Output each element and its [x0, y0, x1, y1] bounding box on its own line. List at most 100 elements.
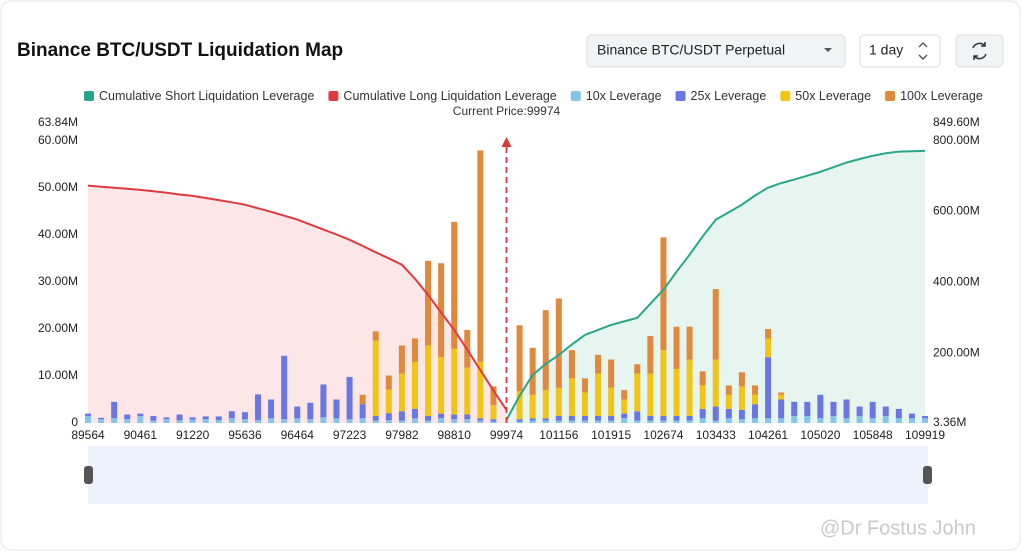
x-tick-label: 102674 [643, 428, 683, 442]
bar [699, 418, 706, 423]
bar [320, 384, 327, 418]
bar [595, 354, 602, 374]
bar [712, 406, 719, 421]
bar [830, 415, 837, 423]
bar [765, 418, 772, 423]
bar [686, 415, 693, 421]
bar [411, 418, 418, 423]
x-tick-label: 97982 [385, 428, 419, 442]
x-tick-label: 95636 [228, 428, 262, 442]
bar [778, 394, 785, 400]
bar [451, 419, 458, 423]
x-tick-label: 104261 [748, 428, 788, 442]
bar [268, 418, 275, 423]
x-tick-label: 109919 [905, 428, 945, 442]
bar [738, 372, 745, 387]
bar [608, 387, 615, 416]
bar [660, 350, 667, 416]
bar [529, 394, 536, 419]
x-tick-label: 105848 [853, 428, 893, 442]
bar [686, 326, 693, 360]
market-select[interactable] [586, 34, 846, 68]
bar [608, 420, 615, 423]
x-tick-label: 103433 [696, 428, 736, 442]
bar [542, 420, 549, 423]
bar [830, 401, 837, 416]
legend-swatch [328, 91, 339, 101]
legend-label: 10x Leverage [586, 89, 662, 103]
slider-handle[interactable] [923, 466, 932, 484]
bar [202, 416, 209, 420]
bar [464, 419, 471, 423]
bar [660, 237, 667, 351]
legend-label: Cumulative Long Liquidation Leverage [343, 89, 556, 103]
bar [778, 392, 785, 395]
bar [908, 413, 915, 419]
bar [438, 413, 445, 419]
bar [438, 418, 445, 423]
bar [281, 355, 288, 420]
bar [908, 418, 915, 423]
y2-tick-label: 400.00M [933, 275, 980, 289]
y-tick-label: 63.84M [38, 115, 78, 129]
slider-handle[interactable] [84, 466, 93, 484]
refresh-button[interactable] [955, 34, 1004, 68]
legend-label: 50x Leverage [795, 89, 871, 103]
bar [163, 417, 170, 420]
x-tick-label: 90461 [124, 428, 158, 442]
x-tick-label: 99974 [490, 428, 524, 442]
bar [660, 415, 667, 421]
bar [922, 415, 928, 419]
bar [425, 260, 432, 346]
bar [333, 399, 340, 419]
refresh-icon [972, 42, 987, 60]
bar [425, 420, 432, 423]
bar [215, 416, 222, 421]
x-tick-label: 97223 [333, 428, 367, 442]
bar [725, 394, 732, 409]
range-slider[interactable] [88, 446, 928, 504]
bar [398, 411, 405, 421]
bar [372, 420, 379, 423]
bar [137, 413, 144, 416]
bar [738, 386, 745, 410]
bar [385, 420, 392, 423]
period-select[interactable] [859, 34, 941, 68]
legend-swatch [84, 91, 94, 101]
bar [634, 373, 641, 412]
bar [686, 420, 693, 423]
bar [359, 394, 366, 405]
bar [712, 359, 719, 407]
bar [529, 418, 536, 421]
bar [765, 338, 772, 358]
bar [843, 399, 850, 419]
bar [111, 401, 118, 419]
bar [621, 390, 628, 400]
bar [477, 361, 484, 419]
bar [477, 420, 484, 423]
bar [451, 221, 458, 349]
bar [608, 359, 615, 388]
legend-swatch [885, 91, 896, 101]
bar [699, 408, 706, 419]
bar [869, 401, 876, 419]
bar [869, 418, 876, 423]
y-tick-label: 50.00M [38, 180, 78, 194]
bar [843, 418, 850, 423]
bar [581, 415, 588, 421]
legend-swatch [780, 91, 791, 101]
bar [555, 298, 562, 388]
bar [307, 419, 314, 423]
bar [385, 389, 392, 414]
bar [85, 415, 91, 423]
bar [320, 417, 327, 423]
bar [411, 408, 418, 419]
bar [595, 420, 602, 423]
bar [555, 415, 562, 421]
y-tick-label: 20.00M [38, 321, 78, 335]
bar [621, 399, 628, 414]
bar [673, 420, 680, 423]
y2-tick-label: 200.00M [933, 345, 980, 359]
x-tick-label: 101156 [539, 428, 578, 442]
bar [516, 419, 523, 422]
